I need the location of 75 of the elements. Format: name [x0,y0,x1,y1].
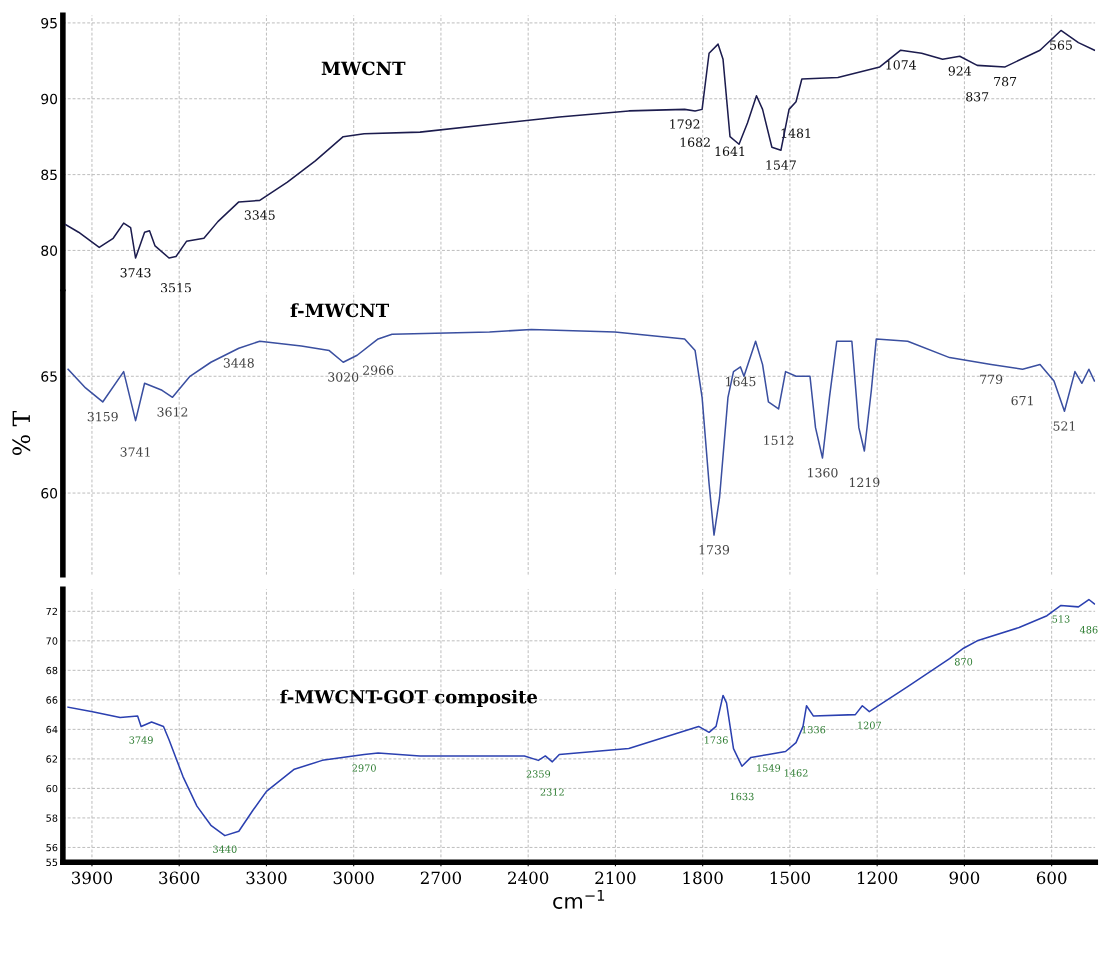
line-series [67,598,1096,837]
annotation: 3345 [244,210,275,220]
annotation: 3743 [120,267,151,278]
annotation: 1462 [784,769,808,777]
y-tick-label: 70 [46,637,58,645]
annotation: 2359 [526,770,551,778]
line-series [67,328,1096,536]
y-tick-label: 80 [41,245,58,256]
annotation: 779 [980,374,1003,384]
x-tick-label: 900 [949,871,980,885]
annotation: 1207 [858,721,881,729]
x-tick-label: 3300 [246,871,287,885]
annotation: 2970 [352,764,376,772]
annotation: 671 [1011,395,1033,406]
x-tick-label: 2100 [595,871,636,885]
y-tick-label: 62 [46,755,58,763]
annotation: 1219 [849,477,880,488]
annotation: 2966 [363,365,394,375]
y-tick-label: 64 [46,725,58,734]
annotation: 1336 [802,725,826,734]
annotation: 3440 [213,845,237,853]
annotation: 3515 [161,283,191,293]
annotation: 1074 [886,60,916,70]
y-tick-label: 60 [41,488,58,499]
x-axis-title: cm$^{−1}$ [553,889,605,909]
annotation: 837 [966,91,989,102]
annotation: 3612 [157,407,188,417]
annotation: 1792 [670,119,700,129]
annotation: 565 [1050,40,1072,50]
x-tick-label: 1200 [857,871,898,885]
x-tick-label: 1500 [770,871,811,885]
annotation: 1633 [730,792,754,801]
annotation: 1682 [680,137,710,147]
annotation: 1641 [715,146,745,157]
y-tick-label: 66 [46,696,58,704]
chart-title: f-MWCNT [290,303,389,318]
text: f-MWCNT-GOT composite [280,689,538,708]
y-tick-label: 55 [46,858,58,867]
x-tick-label: 1800 [683,871,723,885]
y-tick-label: 58 [46,814,58,822]
x-tick-label: 2700 [420,871,462,885]
x-tick-label: 600 [1036,871,1067,885]
annotation: 2312 [540,788,564,796]
annotation: 1512 [764,435,794,446]
y-tick-label: 95 [41,17,57,29]
annotation: 486 [1079,626,1098,634]
annotation: 787 [994,76,1017,87]
y-tick-label: 90 [41,93,58,105]
annotation: 3159 [87,411,118,422]
annotation: 3020 [328,372,359,382]
annotation: 1739 [699,545,730,555]
y-tick-label: 85 [41,169,57,181]
line-series [65,29,1096,259]
y-tick-label: 68 [46,666,58,675]
y-tick-label: 56 [46,843,58,852]
annotation: 1360 [808,467,838,478]
annotation: 924 [948,66,972,76]
annotation: 3749 [129,736,153,744]
annotation: 870 [954,658,973,666]
y-axis-title: % T [12,410,31,456]
x-tick-label: 3600 [159,871,200,885]
x-tick-label: 3900 [72,871,113,885]
annotation: 1736 [704,736,728,744]
x-tick-label: 2400 [508,871,549,885]
annotation: 3448 [223,358,254,368]
x-tick-label: 3000 [333,871,374,885]
y-tick-label: 65 [41,371,57,382]
annotation: 1547 [766,160,796,170]
y-tick-label: 60 [46,784,58,793]
annotation: 513 [1052,615,1070,623]
annotation: 1549 [757,764,781,772]
annotation: 521 [1053,421,1075,431]
annotation: 3741 [120,447,150,457]
y-tick-label: 72 [46,607,58,615]
text: MWCNT [321,61,406,76]
